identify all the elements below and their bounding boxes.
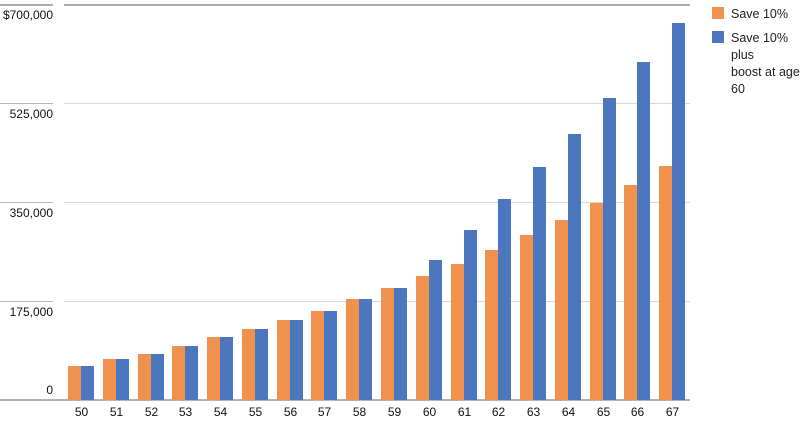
bar-save-10pct-boost-55 xyxy=(255,329,268,400)
bar-save-10pct-61 xyxy=(451,264,464,400)
bar-save-10pct-boost-63 xyxy=(533,167,546,400)
legend-item-save-10pct: Save 10% xyxy=(712,6,800,23)
x-axis-label: 67 xyxy=(665,405,680,419)
legend-swatch-save-10pct-boost xyxy=(712,31,724,43)
bar-save-10pct-boost-57 xyxy=(324,311,337,400)
bar-save-10pct-boost-51 xyxy=(116,359,129,400)
y-axis-tick-mark xyxy=(0,4,53,6)
bar-save-10pct-57 xyxy=(311,311,324,400)
x-axis-label: 62 xyxy=(491,405,506,419)
bar-save-10pct-51 xyxy=(103,359,116,400)
x-axis-label: 58 xyxy=(352,405,367,419)
x-axis-label: 52 xyxy=(144,405,159,419)
legend-label-line: boost at age 60 xyxy=(731,65,800,96)
x-axis-label: 63 xyxy=(526,405,541,419)
bar-save-10pct-boost-61 xyxy=(464,230,477,400)
bar-save-10pct-65 xyxy=(590,203,603,400)
bar-save-10pct-boost-67 xyxy=(672,23,685,400)
bar-save-10pct-56 xyxy=(277,320,290,400)
gridline xyxy=(64,301,690,302)
bar-save-10pct-boost-60 xyxy=(429,260,442,400)
x-axis-label: 65 xyxy=(596,405,611,419)
bar-save-10pct-62 xyxy=(485,250,498,400)
bar-save-10pct-boost-52 xyxy=(151,354,164,400)
legend-item-save-10pct-boost: Save 10% plus boost at age 60 xyxy=(712,30,800,98)
x-axis-label: 61 xyxy=(457,405,472,419)
x-axis-label: 56 xyxy=(283,405,298,419)
bar-save-10pct-boost-58 xyxy=(359,299,372,400)
x-axis-label: 66 xyxy=(630,405,645,419)
y-axis-tick-mark xyxy=(0,202,53,203)
y-axis-tick-label: $700,000 xyxy=(2,8,53,22)
legend-label-line: Save 10% plus xyxy=(731,31,788,62)
bar-save-10pct-boost-64 xyxy=(568,134,581,400)
x-axis-label: 55 xyxy=(248,405,263,419)
x-axis-label: 53 xyxy=(178,405,193,419)
y-axis-tick-mark xyxy=(0,301,53,302)
bar-save-10pct-64 xyxy=(555,220,568,400)
bar-save-10pct-66 xyxy=(624,185,637,400)
bar-save-10pct-52 xyxy=(138,354,151,400)
y-axis-tick-label: 175,000 xyxy=(9,305,53,319)
y-axis-tick-label: 525,000 xyxy=(9,107,53,121)
bar-save-10pct-54 xyxy=(207,337,220,400)
bar-save-10pct-67 xyxy=(659,166,672,400)
legend-swatch-save-10pct xyxy=(712,7,724,19)
y-axis-tick-label: 350,000 xyxy=(9,206,53,220)
legend: Save 10% Save 10% plus boost at age 60 xyxy=(712,6,800,105)
bar-save-10pct-boost-54 xyxy=(220,337,233,400)
x-axis-label: 59 xyxy=(387,405,402,419)
x-axis-label: 64 xyxy=(561,405,576,419)
bar-save-10pct-boost-66 xyxy=(637,62,650,400)
y-axis-tick-mark xyxy=(0,103,53,104)
bar-save-10pct-boost-53 xyxy=(185,346,198,400)
x-axis-label: 57 xyxy=(317,405,332,419)
legend-label: Save 10% plus boost at age 60 xyxy=(731,30,800,98)
x-axis-label: 51 xyxy=(109,405,124,419)
bar-save-10pct-60 xyxy=(416,276,429,400)
bar-save-10pct-53 xyxy=(172,346,185,400)
x-axis-label: 50 xyxy=(74,405,89,419)
bar-save-10pct-boost-65 xyxy=(603,98,616,400)
bar-save-10pct-63 xyxy=(520,235,533,400)
bar-save-10pct-50 xyxy=(68,366,81,400)
bar-save-10pct-boost-59 xyxy=(394,288,407,400)
gridline xyxy=(64,4,690,6)
bar-save-10pct-55 xyxy=(242,329,255,400)
y-axis-tick-label: 0 xyxy=(46,383,53,397)
gridline xyxy=(64,103,690,104)
bar-save-10pct-boost-56 xyxy=(290,320,303,400)
x-axis-line xyxy=(0,399,690,401)
bar-save-10pct-boost-50 xyxy=(81,366,94,400)
bar-save-10pct-58 xyxy=(346,299,359,400)
legend-label: Save 10% xyxy=(731,6,788,23)
bar-save-10pct-59 xyxy=(381,288,394,400)
x-axis-label: 54 xyxy=(213,405,228,419)
bar-save-10pct-boost-62 xyxy=(498,199,511,400)
legend-label-line: Save 10% xyxy=(731,7,788,21)
gridline xyxy=(64,202,690,203)
x-axis-label: 60 xyxy=(422,405,437,419)
